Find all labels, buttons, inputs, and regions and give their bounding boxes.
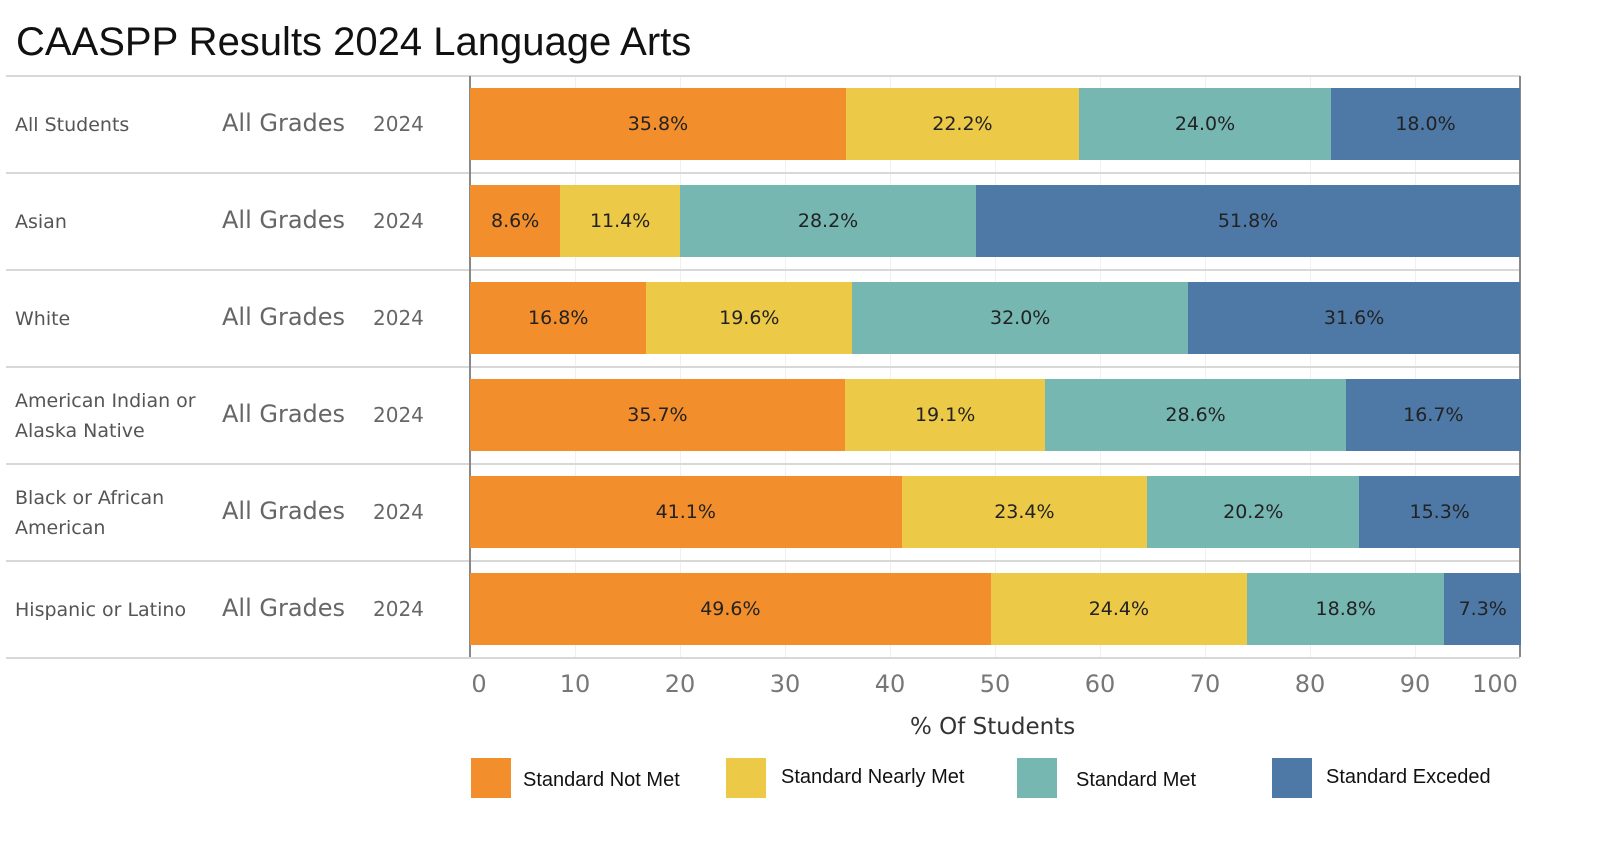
x-tick-label: 20 [664,670,696,698]
bar-segment: 19.1% [844,379,1046,451]
bar-segment: 11.4% [560,185,680,257]
legend-swatch [471,758,511,798]
data-label: 18.8% [1315,598,1376,620]
row-divider [6,366,1520,368]
data-label: 11.4% [589,210,651,232]
data-label: 22.2% [932,113,993,135]
row-divider [6,269,1520,271]
bar-segment: 16.7% [1345,379,1522,451]
x-tick-label: 80 [1294,670,1326,698]
year-label: 2024 [373,499,424,524]
data-label: 24.4% [1088,598,1150,620]
row-label: White [15,307,71,330]
bar-segment: 23.4% [901,476,1148,548]
data-label: 16.7% [1403,404,1464,426]
x-axis-label: % Of Students [910,714,1076,740]
bar-segment: 22.2% [845,88,1079,160]
year-label: 2024 [373,305,424,330]
x-tick-label: 30 [769,670,801,698]
x-tick-label: 0 [471,670,487,698]
data-label: 8.6% [491,210,540,232]
bar-segment: 8.6% [470,185,561,257]
data-label: 32.0% [990,307,1051,329]
data-label: 19.1% [914,404,976,426]
row-label: All Students [15,113,130,136]
data-label: 51.8% [1217,210,1279,232]
bar-segment: 35.7% [470,379,845,451]
year-label: 2024 [373,402,424,427]
row-label: Black or African American [15,486,165,539]
bar-segment: 24.0% [1079,88,1331,160]
grade-label: All Grades [222,593,346,622]
bar-segment: 51.8% [976,185,1520,257]
data-label: 24.0% [1174,113,1236,135]
data-label: 28.6% [1165,404,1226,426]
x-tick-label: 10 [559,670,591,698]
bar-segment: 31.6% [1188,282,1520,354]
y-axis-line [469,76,471,657]
data-label: 35.7% [627,404,688,426]
bar-segment: 28.2% [680,185,977,257]
x-tick-label: 90 [1399,670,1431,698]
bar-segment: 24.4% [990,573,1247,645]
legend-label: Standard Not Met [523,769,680,791]
legend-swatch [1272,758,1312,798]
bar-segment: 7.3% [1444,573,1522,645]
year-label: 2024 [373,208,424,233]
bar-segment: 18.8% [1247,573,1445,645]
row-divider [6,172,1520,174]
bar-segment: 35.8% [470,88,846,160]
bar-segment: 15.3% [1359,476,1520,548]
data-label: 28.2% [797,210,859,232]
x-tick-label: 40 [874,670,906,698]
bar-segment: 28.6% [1045,379,1346,451]
data-label: 31.6% [1323,307,1385,329]
x-tick-label: 100 [1472,670,1518,698]
legend-label: Standard Exceded [1326,766,1491,788]
bar-segment: 16.8% [470,282,647,354]
bar-segment: 20.2% [1147,476,1360,548]
data-label: 15.3% [1409,501,1470,523]
data-label: 23.4% [994,501,1055,523]
chart-title: CAASPP Results 2024 Language Arts [16,20,692,64]
row-label: Hispanic or Latino [15,598,187,621]
x-tick-label: 60 [1084,670,1116,698]
legend-swatch [1017,758,1057,798]
data-label: 41.1% [655,501,716,523]
grade-label: All Grades [222,399,346,428]
data-label: 35.8% [627,113,689,135]
legend-label: Standard Met [1076,769,1197,791]
bar-segment: 18.0% [1331,88,1520,160]
data-label: 16.8% [528,307,589,329]
row-label: American Indian or Alaska Native [15,389,196,442]
bar-segment: 41.1% [470,476,902,548]
grade-label: All Grades [222,496,346,525]
data-label: 18.0% [1395,113,1456,135]
data-label: 19.6% [719,307,780,329]
data-label: 20.2% [1223,501,1284,523]
legend-swatch [726,758,766,798]
grade-label: All Grades [222,108,346,137]
bar-segment: 49.6% [470,573,991,645]
data-label: 7.3% [1458,598,1507,620]
row-divider [6,463,1520,465]
x-tick-label: 50 [979,670,1011,698]
data-label: 49.6% [700,598,761,620]
bar-segment: 32.0% [852,282,1189,354]
legend-label: Standard Nearly Met [781,766,965,788]
row-label: Asian [15,210,67,233]
x-tick-label: 70 [1189,670,1221,698]
grade-label: All Grades [222,205,346,234]
grade-label: All Grades [222,302,346,331]
year-label: 2024 [373,111,424,136]
right-axis-line [1519,76,1521,657]
row-divider [6,657,1520,659]
year-label: 2024 [373,596,424,621]
row-divider [6,560,1520,562]
bar-segment: 19.6% [646,282,853,354]
row-divider [6,75,1520,77]
